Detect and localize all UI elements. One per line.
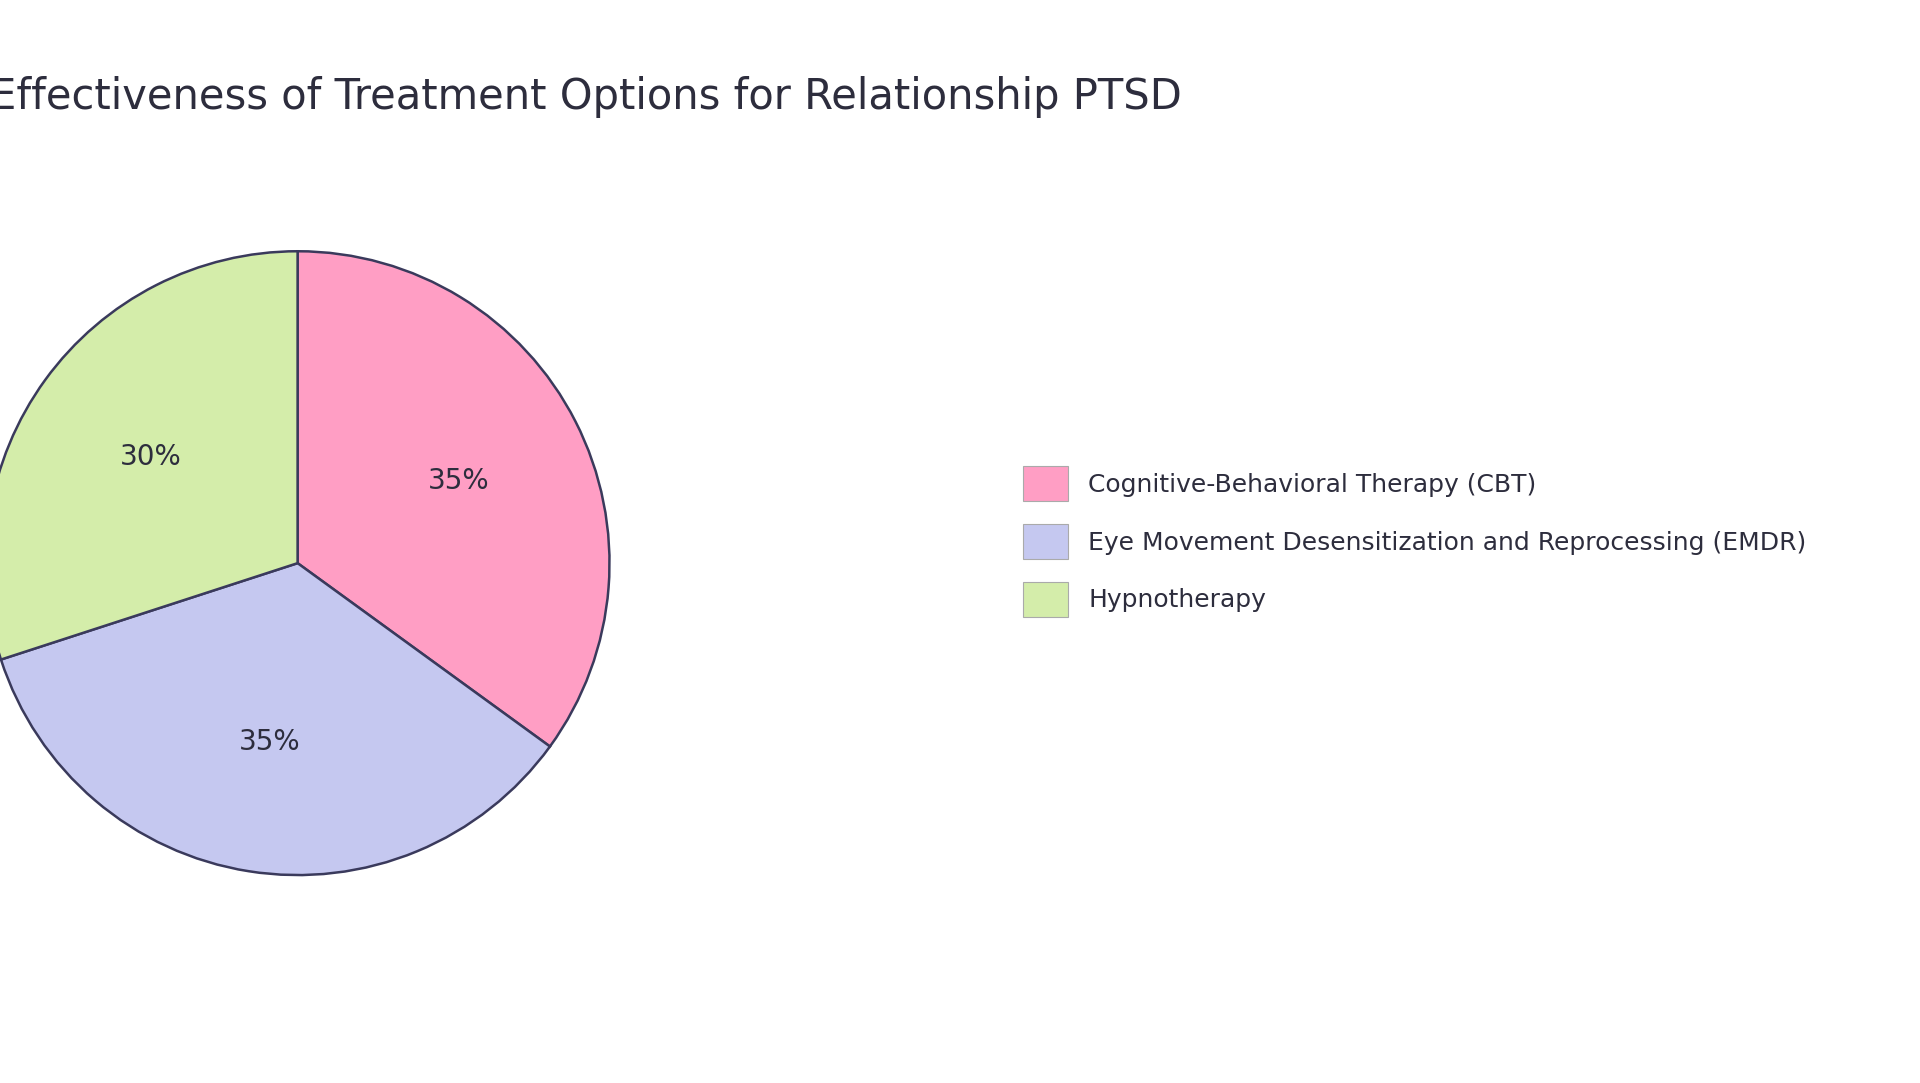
Wedge shape (2, 563, 549, 875)
Wedge shape (0, 251, 298, 660)
Text: 30%: 30% (121, 443, 182, 471)
Text: 35%: 35% (238, 728, 300, 756)
Legend: Cognitive-Behavioral Therapy (CBT), Eye Movement Desensitization and Reprocessin: Cognitive-Behavioral Therapy (CBT), Eye … (1012, 454, 1818, 629)
Text: 35%: 35% (428, 467, 490, 495)
Text: Effectiveness of Treatment Options for Relationship PTSD: Effectiveness of Treatment Options for R… (0, 76, 1183, 118)
Wedge shape (298, 251, 609, 746)
